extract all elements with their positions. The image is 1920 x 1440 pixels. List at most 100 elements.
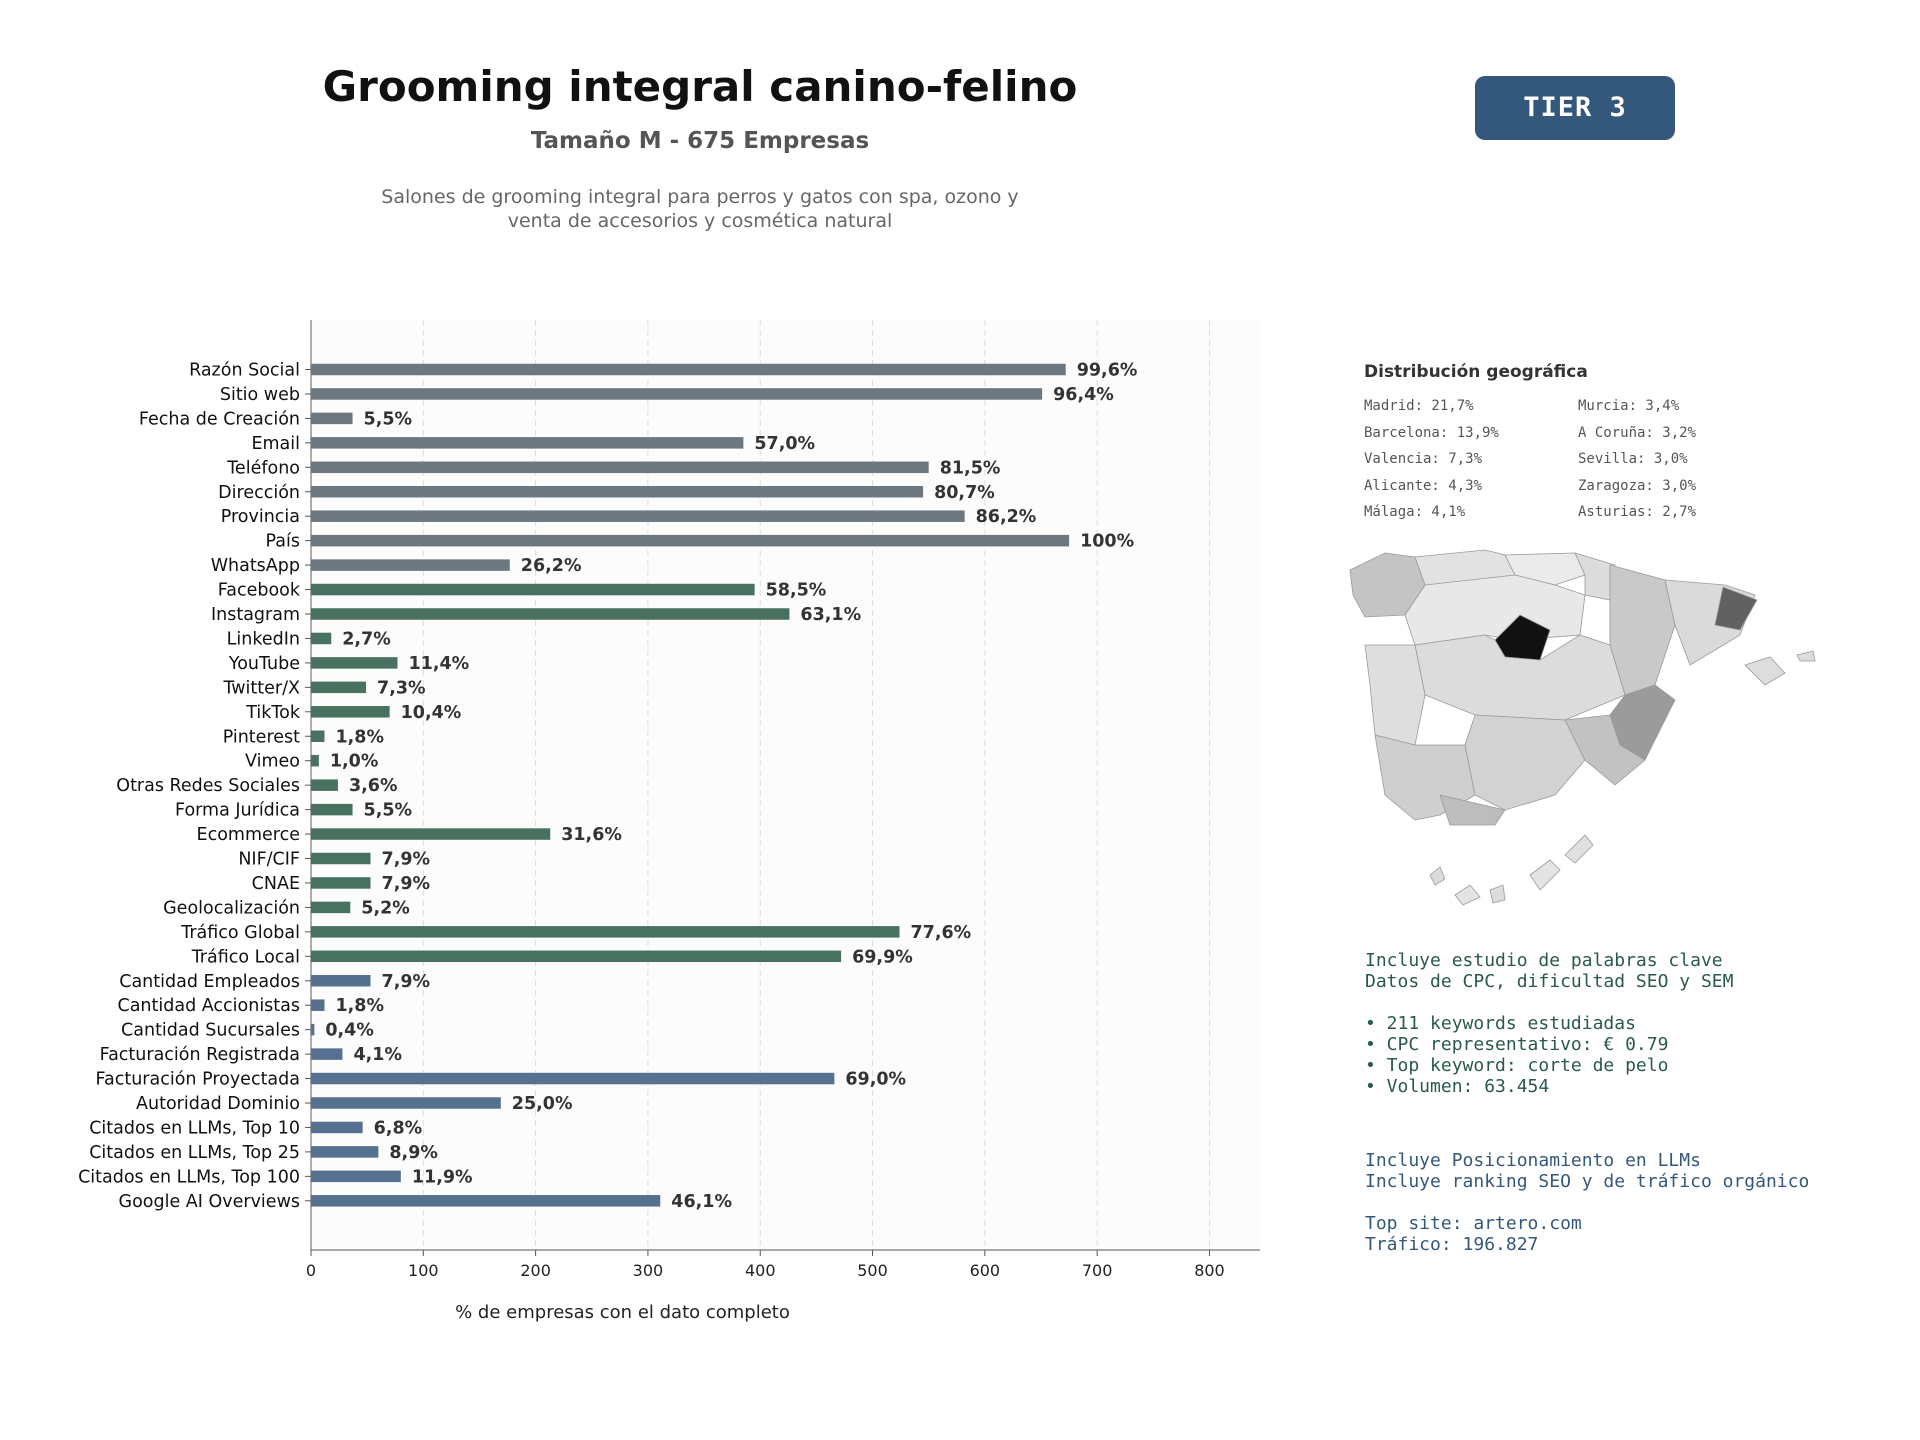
category-label: Geolocalización (163, 898, 300, 918)
bar (311, 657, 398, 669)
data-label: 1,0% (330, 752, 379, 772)
data-label: 86,2% (976, 507, 1037, 527)
keywords-line-2: Datos de CPC, dificultad SEO y SEM (1365, 971, 1734, 992)
data-label: 11,9% (412, 1167, 473, 1187)
plot-area (311, 320, 1260, 1250)
data-label: 1,8% (335, 996, 384, 1016)
category-label: Facturación Registrada (100, 1045, 300, 1065)
data-label: 3,6% (349, 776, 398, 796)
category-label: Tráfico Local (191, 947, 300, 967)
geo-title: Distribución geográfica (1364, 362, 1588, 382)
top-site-traffic: Tráfico: 196.827 (1365, 1234, 1539, 1255)
map-region-canary-5 (1429, 866, 1446, 886)
bar (311, 437, 744, 449)
x-tick-label: 800 (1194, 1261, 1225, 1280)
llm-block: Incluye Posicionamiento en LLMs Incluye … (1365, 1150, 1809, 1255)
bar (311, 534, 1070, 547)
bar (311, 632, 332, 645)
map-region-murcia (1564, 714, 1646, 786)
category-label: YouTube (228, 654, 300, 674)
bar (311, 877, 371, 889)
geo-item: Zaragoza: 3,0% (1578, 477, 1697, 494)
geo-item: Asturias: 2,7% (1578, 504, 1697, 520)
geo-item: Sevilla: 3,0% (1578, 451, 1688, 467)
bar (311, 1072, 835, 1085)
map-region-andalucia-east (1464, 714, 1586, 811)
map-region-canary-3 (1529, 859, 1561, 891)
data-label: 57,0% (754, 434, 815, 454)
data-label: 7,3% (377, 678, 426, 698)
bar (311, 559, 510, 571)
bar (311, 1121, 363, 1134)
category-label: TikTok (245, 703, 301, 723)
geo-item: Alicante: 4,3% (1364, 477, 1483, 494)
bar (311, 975, 371, 987)
map-region-barcelona (1714, 586, 1758, 631)
data-label: 25,0% (512, 1094, 573, 1114)
bar-chart: 0 100 200 300 400 500 600 700 800 % de empresas c… (78, 320, 1260, 1323)
data-label: 7,9% (382, 850, 431, 870)
data-label: 96,4% (1053, 385, 1114, 405)
x-tick-label: 0 (306, 1261, 316, 1280)
map-region-basque (1504, 552, 1586, 586)
bar (311, 706, 390, 718)
spain-map (1349, 549, 1816, 906)
category-label: NIF/CIF (238, 850, 300, 870)
category-label: Cantidad Sucursales (121, 1021, 300, 1041)
category-label: Citados en LLMs, Top 10 (89, 1118, 300, 1138)
data-label: 69,0% (845, 1070, 906, 1090)
category-label: Twitter/X (222, 678, 300, 698)
page-subtitle: Tamaño M - 675 Empresas (530, 128, 870, 154)
data-label: 6,8% (374, 1118, 423, 1138)
description-line-2: venta de accesorios y cosmética natural (507, 210, 893, 232)
x-axis-label: % de empresas con el dato completo (455, 1302, 790, 1323)
category-label: Google AI Overviews (119, 1192, 300, 1212)
bar (311, 486, 924, 498)
bar (311, 681, 367, 694)
keywords-block: Incluye estudio de palabras clave Datos … (1365, 950, 1733, 1097)
data-label: 4,1% (353, 1045, 402, 1065)
data-label: 5,2% (361, 898, 410, 918)
keywords-bullet: • Top keyword: corte de pelo (1365, 1055, 1669, 1076)
x-tick-label: 300 (633, 1261, 664, 1280)
bar (311, 461, 929, 474)
page-title: Grooming integral canino-felino (322, 62, 1078, 111)
category-label: Facebook (218, 581, 301, 601)
bar (311, 1048, 343, 1060)
map-region-canary-2 (1489, 884, 1506, 904)
bar (311, 1097, 501, 1109)
bar (311, 1146, 379, 1158)
category-label: Dirección (218, 483, 300, 503)
geo-item: Barcelona: 13,9% (1364, 424, 1499, 441)
description: Salones de grooming integral para perros… (150, 185, 1250, 233)
bar (311, 779, 338, 791)
data-label: 80,7% (934, 483, 995, 503)
bar (311, 828, 551, 840)
data-label: 99,6% (1077, 361, 1138, 381)
bar (311, 950, 842, 963)
map-region-extremadura (1364, 644, 1426, 746)
map-region-castilla-mancha (1414, 634, 1626, 721)
bar (311, 999, 325, 1011)
data-label: 8,9% (389, 1143, 438, 1163)
keywords-bullet: • CPC representativo: € 0.79 (1365, 1034, 1669, 1055)
bar (311, 412, 353, 425)
category-label: Pinterest (223, 727, 300, 747)
bar (311, 388, 1043, 400)
data-label: 5,5% (364, 409, 413, 429)
bar (311, 803, 353, 816)
bar (311, 583, 755, 596)
x-tick-label: 400 (745, 1261, 776, 1280)
data-label: 5,5% (364, 801, 413, 821)
data-label: 77,6% (910, 923, 971, 943)
category-label: Cantidad Accionistas (117, 996, 300, 1016)
bar (311, 852, 371, 865)
data-label: 10,4% (401, 703, 462, 723)
keywords-line-1: Incluye estudio de palabras clave (1365, 950, 1723, 971)
geo-item: A Coruña: 3,2% (1578, 424, 1697, 441)
geo-item: Murcia: 3,4% (1578, 398, 1680, 414)
data-label: 69,9% (852, 947, 913, 967)
bar (311, 926, 900, 938)
map-region-aragon (1609, 564, 1676, 696)
x-tick-label: 500 (857, 1261, 888, 1280)
